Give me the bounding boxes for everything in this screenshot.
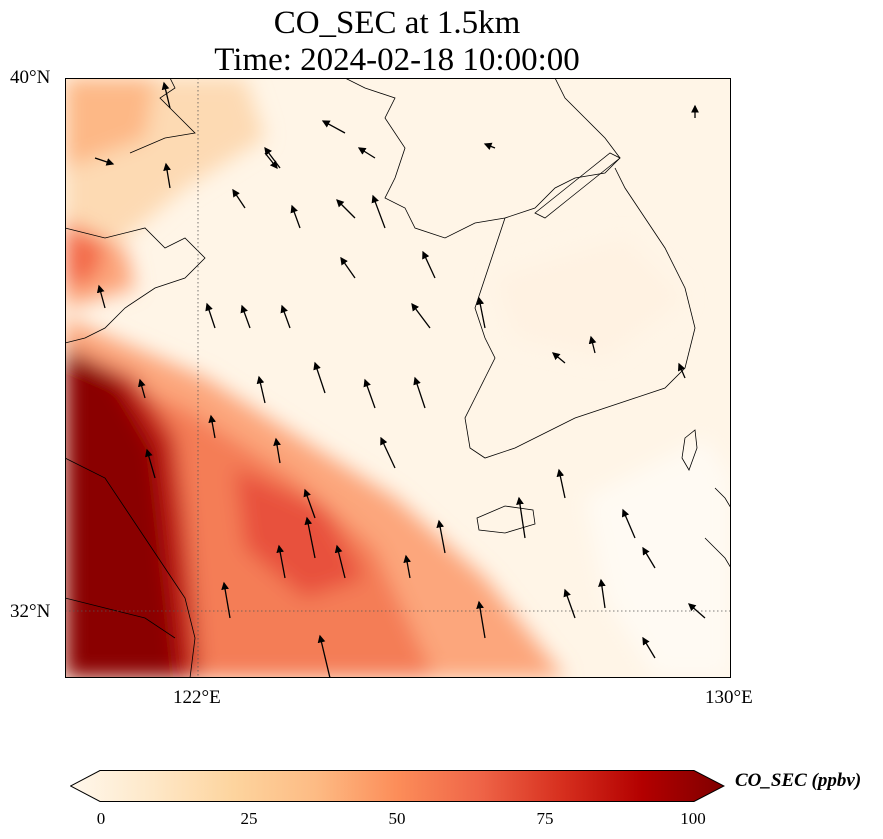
wind-arrow <box>552 352 566 364</box>
wind-arrow <box>290 204 301 229</box>
wind-arrow <box>380 436 396 469</box>
wind-arrow <box>240 304 251 329</box>
colorbar-body <box>70 770 725 802</box>
wind-arrow <box>336 199 356 219</box>
wind-arrow <box>313 361 326 394</box>
gridlines <box>65 78 731 678</box>
wind-arrow <box>161 81 171 109</box>
colorbar-tick-75: 75 <box>536 809 554 828</box>
wind-arrow <box>556 468 566 499</box>
wind-arrow <box>516 496 526 539</box>
wind-arrow <box>208 414 216 439</box>
lon-tick-label-122: 122°E <box>173 687 221 708</box>
wind-arrow <box>476 296 486 329</box>
wind-arrow <box>321 120 346 134</box>
wind-arrow <box>688 603 706 619</box>
wind-arrow <box>621 508 636 539</box>
wind-arrow <box>304 516 316 559</box>
wind-arrow <box>273 437 281 464</box>
colorbar-tick-25: 25 <box>240 809 258 828</box>
lon-tick-label-130: 130°E <box>705 687 753 708</box>
wind-arrow <box>642 636 656 659</box>
wind-arrow <box>642 546 656 569</box>
wind-arrow <box>677 362 686 379</box>
wind-arrow <box>145 448 156 479</box>
wind-arrow <box>137 378 146 399</box>
wind-vectors <box>94 81 706 678</box>
lat-tick-label-40: 40°N <box>10 67 51 88</box>
wind-arrow <box>256 375 266 404</box>
wind-arrow <box>280 304 291 329</box>
wind-arrow <box>205 302 216 329</box>
colorbar <box>70 770 725 802</box>
wind-arrow <box>221 581 231 619</box>
wind-arrow <box>96 284 106 309</box>
colorbar-label: CO_SEC (ppbv) <box>735 770 862 791</box>
wind-arrow <box>303 488 316 519</box>
colorbar-tick-0: 0 <box>96 809 106 828</box>
wind-arrow <box>264 146 281 169</box>
wind-arrow <box>363 378 376 409</box>
wind-arrow <box>94 157 115 166</box>
wind-arrow <box>588 335 597 354</box>
wind-arrow <box>371 194 386 229</box>
coastlines <box>65 78 731 678</box>
wind-arrow <box>334 544 346 579</box>
wind-arrow <box>436 519 446 554</box>
map-title-line-1: CO_SEC at 1.5km <box>273 5 521 41</box>
colorbar-tick-100: 100 <box>680 809 706 828</box>
wind-arrow <box>276 544 286 579</box>
wind-arrow <box>422 250 436 279</box>
concentration-field <box>65 78 731 678</box>
wind-arrow <box>563 588 576 619</box>
wind-arrow <box>411 302 431 329</box>
wind-arrow <box>403 554 411 579</box>
map-frame <box>65 78 731 678</box>
wind-arrow <box>232 188 246 209</box>
wind-arrow <box>413 376 426 409</box>
lat-tick-label-32: 32°N <box>10 601 51 622</box>
colorbar-tick-50: 50 <box>388 809 406 828</box>
map-title-line-2: Time: 2024-02-18 10:00:00 <box>214 42 580 78</box>
wind-arrow <box>483 142 496 151</box>
wind-arrow <box>163 162 171 189</box>
concentration-map <box>65 78 731 678</box>
wind-arrow <box>357 147 376 159</box>
wind-arrow <box>598 578 606 609</box>
wind-arrow <box>340 256 356 279</box>
wind-arrow <box>317 634 331 678</box>
wind-arrow <box>476 600 486 639</box>
